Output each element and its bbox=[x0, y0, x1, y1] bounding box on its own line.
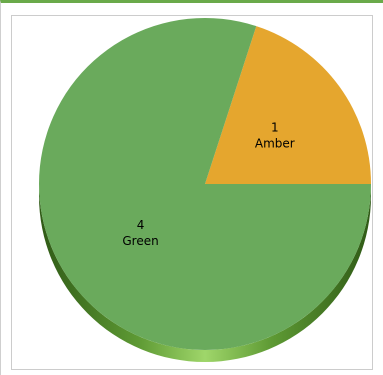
pie-slice-green[interactable] bbox=[38, 18, 371, 351]
pie-chart: 1 Amber 4 Green bbox=[38, 18, 371, 362]
pie-slice-value-label: 4 bbox=[137, 218, 145, 232]
pie-slice-category-label: Green bbox=[122, 234, 158, 248]
pie-slice-value-label: 1 bbox=[271, 120, 279, 134]
chart-frame: 1 Amber 4 Green bbox=[11, 15, 373, 370]
pie-slice-category-label: Amber bbox=[255, 136, 295, 150]
pie-slice-amber[interactable] bbox=[205, 26, 371, 184]
